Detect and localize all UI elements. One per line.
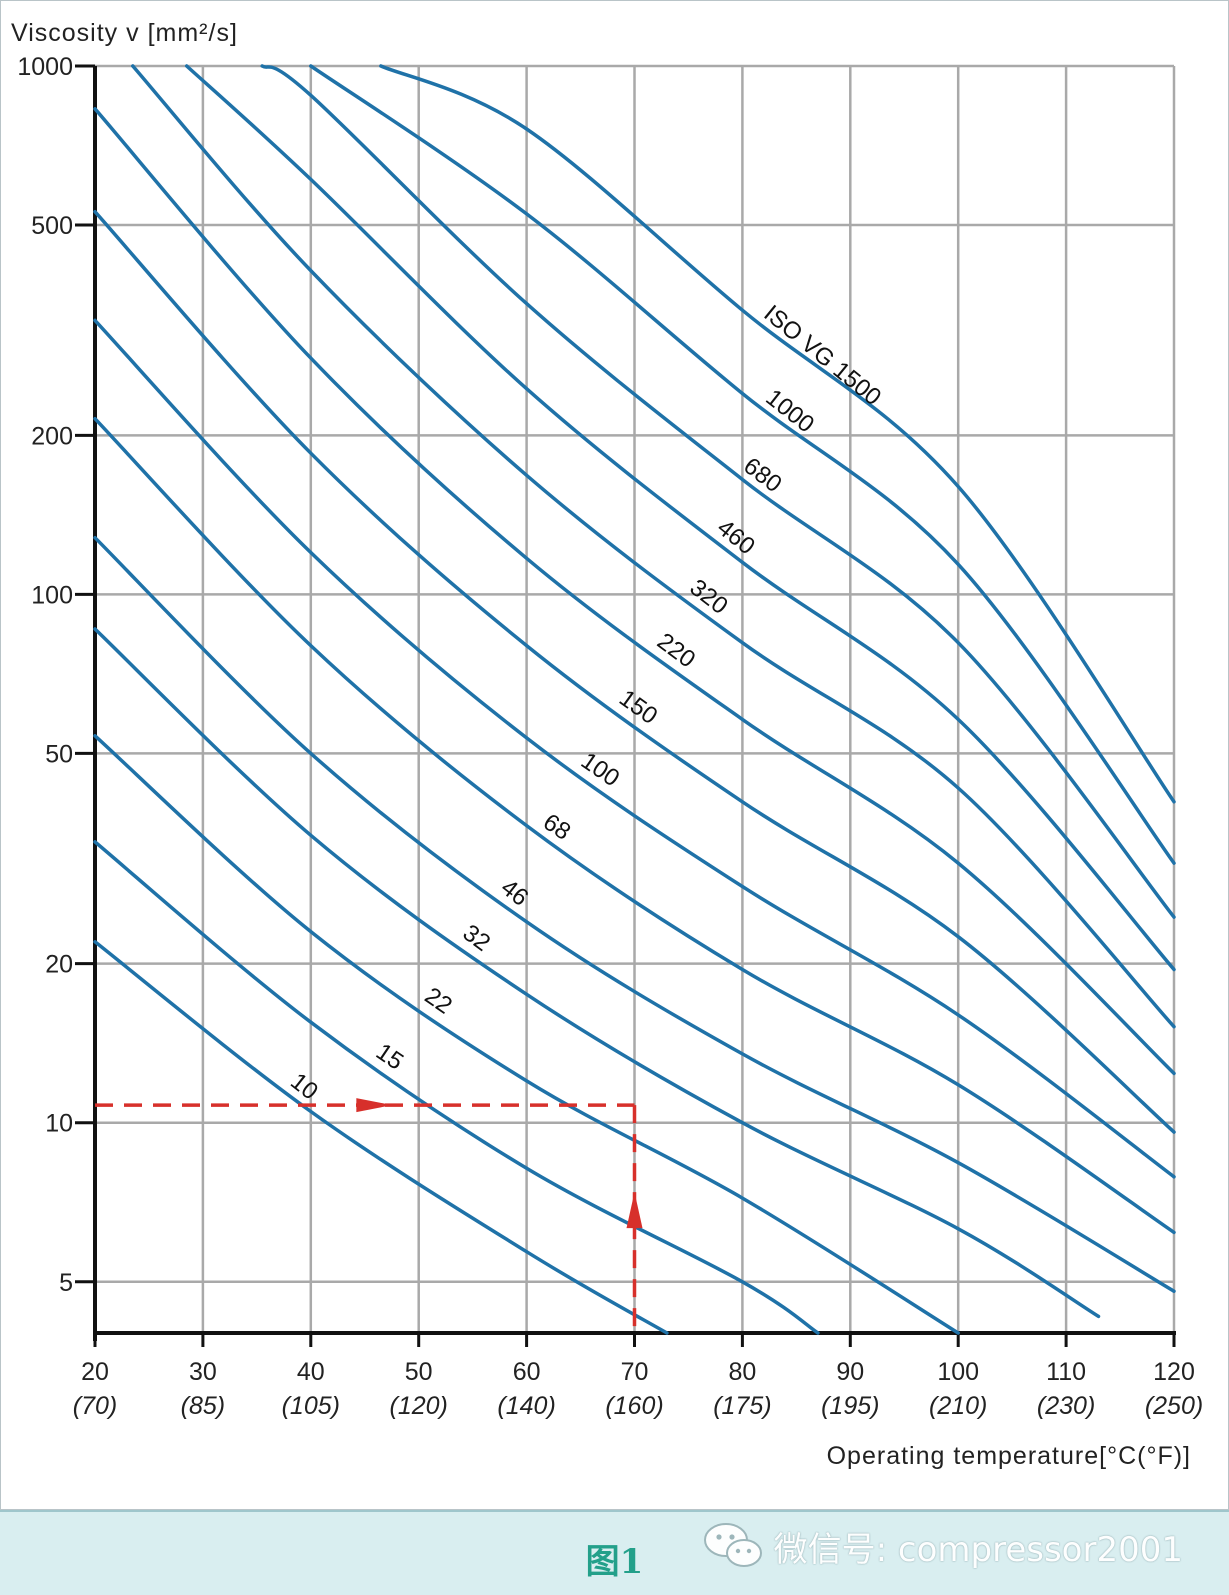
x-tick-label-fahrenheit: (105) bbox=[282, 1392, 340, 1420]
x-tick-label-fahrenheit: (195) bbox=[821, 1392, 879, 1420]
x-tick-label: 110 bbox=[1046, 1358, 1086, 1386]
x-tick-label-fahrenheit: (250) bbox=[1145, 1392, 1203, 1420]
guide-arrow-right bbox=[356, 1098, 393, 1113]
x-tick-label: 20 bbox=[81, 1358, 109, 1386]
y-tick-label: 200 bbox=[31, 422, 73, 450]
y-tick-label: 500 bbox=[31, 212, 73, 240]
curve-iso-vg-1000 bbox=[309, 64, 1176, 865]
x-tick-label-fahrenheit: (230) bbox=[1037, 1392, 1095, 1420]
curve-label-iso-vg-460: 460 bbox=[712, 514, 760, 560]
curve-iso-vg-32 bbox=[93, 627, 1101, 1319]
y-tick-label: 1000 bbox=[17, 53, 73, 81]
watermark: 微信号: compressor2001 bbox=[702, 1520, 1183, 1572]
curve-label-iso-vg-680: 680 bbox=[738, 452, 786, 498]
x-tick-label-fahrenheit: (120) bbox=[390, 1392, 448, 1420]
y-tick-label: 50 bbox=[45, 740, 73, 768]
curve-label-iso-vg-150: 150 bbox=[614, 685, 662, 730]
y-tick-label: 20 bbox=[45, 951, 73, 979]
x-tick-label-fahrenheit: (140) bbox=[497, 1392, 555, 1420]
reading-guide bbox=[95, 1098, 643, 1333]
x-axis-label: Operating temperature[°C(°F)] bbox=[827, 1442, 1191, 1470]
caption-bar: 图1 微信号: compressor2001 bbox=[0, 1510, 1229, 1595]
curve-iso-vg-460 bbox=[184, 64, 1176, 972]
y-axis-label: Viscosity v [mm²/s] bbox=[11, 19, 238, 47]
x-tick-label: 80 bbox=[728, 1358, 756, 1386]
x-tick-label: 120 bbox=[1153, 1358, 1195, 1386]
curve-iso-vg-22 bbox=[93, 734, 960, 1335]
curve-label-iso-vg-10: 10 bbox=[285, 1068, 323, 1106]
x-tick-label: 90 bbox=[836, 1358, 864, 1386]
y-tick-label: 5 bbox=[59, 1269, 73, 1297]
x-tick-label-fahrenheit: (160) bbox=[605, 1392, 663, 1420]
x-tick-label-fahrenheit: (210) bbox=[929, 1392, 987, 1420]
curve-iso-vg-10 bbox=[93, 940, 669, 1335]
watermark-text: 微信号: compressor2001 bbox=[773, 1529, 1183, 1570]
curve-label-iso-vg-320: 320 bbox=[685, 574, 733, 620]
x-tick-label: 70 bbox=[621, 1358, 649, 1386]
curve-iso-vg-100 bbox=[93, 318, 1176, 1179]
x-tick-label-fahrenheit: (70) bbox=[73, 1392, 117, 1420]
x-tick-label: 100 bbox=[937, 1358, 979, 1386]
viscosity-temperature-chart: 1000 500 200 100 50 20 10 5 20 (70) 30 (85) 40 (105) 5… bbox=[11, 19, 1203, 1470]
chart-panel: 1000 500 200 100 50 20 10 5 20 (70) 30 (85) 40 (105) 5… bbox=[0, 0, 1229, 1510]
curve-iso-vg-1500 bbox=[379, 64, 1176, 804]
viscosity-curves bbox=[93, 64, 1176, 1335]
x-tick-label-fahrenheit: (175) bbox=[713, 1392, 771, 1420]
x-tick-label: 30 bbox=[189, 1358, 217, 1386]
x-tick-label: 50 bbox=[405, 1358, 433, 1386]
y-tick-label: 100 bbox=[31, 581, 73, 609]
y-tick-label: 10 bbox=[45, 1110, 73, 1138]
x-tick-label: 40 bbox=[297, 1358, 325, 1386]
figure-caption: 图1 bbox=[585, 1542, 644, 1582]
curve-iso-vg-320 bbox=[131, 64, 1176, 1029]
curve-iso-vg-68 bbox=[93, 416, 1176, 1235]
curve-iso-vg-15 bbox=[93, 840, 820, 1335]
x-tick-label: 60 bbox=[513, 1358, 541, 1386]
curve-iso-vg-220 bbox=[93, 107, 1176, 1076]
curve-iso-vg-150 bbox=[93, 209, 1176, 1134]
curve-iso-vg-46 bbox=[93, 535, 1176, 1293]
wechat-icon bbox=[703, 1523, 762, 1567]
curve-label-iso-vg-220: 220 bbox=[652, 628, 700, 674]
guide-arrow-up bbox=[626, 1192, 643, 1229]
x-tick-label-fahrenheit: (85) bbox=[181, 1392, 225, 1420]
curve-iso-vg-680 bbox=[260, 64, 1176, 919]
